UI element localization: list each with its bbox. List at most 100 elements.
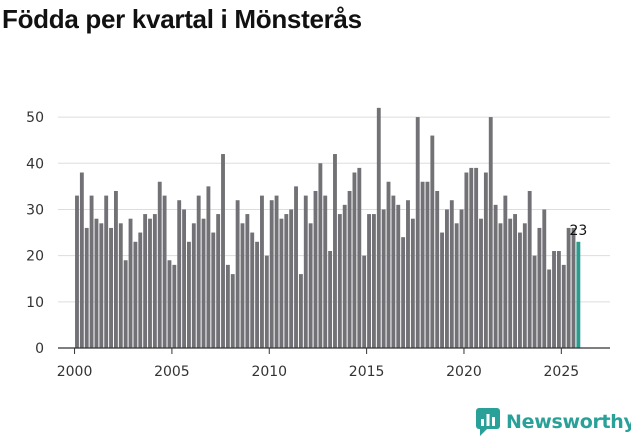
bar — [396, 204, 401, 348]
chart-title: Födda per kvartal i Mönsterås — [2, 4, 362, 34]
bar — [216, 214, 221, 348]
bars — [75, 107, 581, 348]
bar — [459, 209, 464, 348]
bar — [479, 218, 483, 348]
bar — [167, 260, 172, 348]
bar — [118, 223, 123, 348]
bar — [182, 209, 187, 348]
bar — [162, 195, 167, 348]
x-tick-label: 2005 — [154, 364, 190, 380]
bar — [294, 186, 298, 348]
bar — [143, 214, 148, 348]
bar — [571, 227, 576, 348]
x-tick-label: 2025 — [544, 364, 580, 380]
bar — [274, 195, 279, 348]
x-tick-label: 2020 — [446, 364, 482, 380]
bar-latest — [576, 241, 581, 348]
brand-logo[interactable]: Newsworthy — [476, 408, 631, 436]
bar — [240, 223, 245, 348]
bar — [235, 200, 240, 348]
bar — [89, 195, 94, 348]
bar — [513, 214, 518, 348]
y-tick-label: 20 — [26, 249, 44, 265]
bar — [328, 251, 333, 348]
bar — [104, 195, 109, 348]
y-tick-label: 0 — [35, 341, 44, 357]
bar — [547, 269, 552, 348]
bar — [157, 181, 162, 348]
bar — [357, 167, 362, 348]
bar — [381, 209, 386, 348]
bar — [225, 264, 230, 348]
bar — [425, 181, 430, 348]
bar — [347, 190, 352, 348]
bar — [128, 218, 133, 348]
bar — [386, 181, 391, 348]
bar — [260, 195, 264, 348]
x-tick-label: 2000 — [57, 364, 93, 380]
bar — [362, 255, 367, 348]
brand-name: Newsworthy — [506, 411, 631, 433]
axes — [58, 347, 610, 354]
bar — [464, 172, 469, 348]
bar — [318, 163, 323, 348]
bar — [201, 218, 206, 348]
labels: 0 10 20 30 40 50 23 2000 2005 2010 2015 2020 2025 — [26, 110, 587, 380]
bar — [289, 209, 294, 348]
bar — [269, 200, 274, 348]
bar — [245, 214, 250, 348]
bar — [113, 190, 118, 348]
bar — [474, 167, 479, 348]
bar — [518, 232, 522, 348]
bar — [371, 214, 376, 348]
bar — [323, 195, 328, 348]
bar — [84, 227, 89, 348]
bar — [313, 190, 318, 348]
bar — [211, 232, 216, 348]
bar — [556, 251, 561, 348]
bar — [342, 204, 347, 348]
bar — [221, 154, 225, 348]
bar — [308, 223, 313, 348]
bar — [537, 227, 542, 348]
bar — [99, 223, 104, 348]
bar — [498, 223, 503, 348]
bar — [444, 209, 449, 348]
bar — [123, 260, 128, 348]
bar — [440, 232, 444, 348]
bar — [542, 209, 547, 348]
y-tick-label: 40 — [26, 156, 44, 172]
y-tick-label: 50 — [26, 110, 44, 126]
latest-value-label: 23 — [569, 223, 587, 239]
bar — [250, 232, 255, 348]
bar — [264, 255, 269, 348]
bar — [279, 218, 284, 348]
bar — [191, 223, 196, 348]
bar — [133, 241, 138, 348]
bar — [493, 204, 498, 348]
newsworthy-logo-icon — [476, 408, 500, 436]
bar — [367, 214, 371, 348]
bar — [206, 186, 211, 348]
bar — [94, 218, 99, 348]
bar — [138, 232, 143, 348]
bar — [483, 172, 488, 348]
bar — [406, 200, 410, 348]
bar — [177, 200, 182, 348]
bar — [391, 195, 396, 348]
x-tick-label: 2015 — [349, 364, 385, 380]
bar — [352, 172, 357, 348]
bar — [532, 255, 537, 348]
bar — [566, 227, 571, 348]
bar — [522, 223, 527, 348]
bar — [503, 195, 508, 348]
bar — [333, 154, 337, 348]
bar — [337, 214, 342, 348]
bar — [410, 218, 415, 348]
y-tick-label: 30 — [26, 202, 44, 218]
bar — [187, 241, 191, 348]
bar — [109, 227, 113, 348]
bar — [469, 167, 474, 348]
bar — [435, 190, 440, 348]
